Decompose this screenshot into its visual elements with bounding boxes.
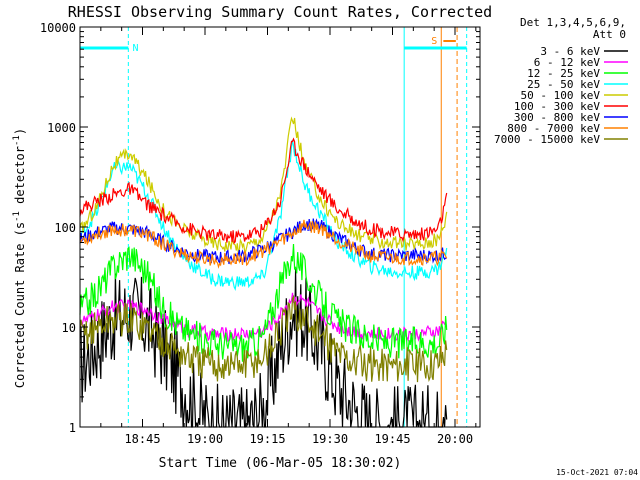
series-line (79, 137, 448, 245)
series-line (79, 294, 448, 383)
y-tick-label: 10 (62, 321, 76, 335)
legend-label: 6 - 12 keV (534, 56, 601, 69)
legend-label: 100 - 300 keV (514, 100, 600, 113)
y-tick-label: 10000 (40, 21, 76, 35)
series-lines (79, 116, 448, 429)
y-axis-label-mid: detector (13, 146, 27, 211)
x-tick-label: 19:45 (374, 432, 410, 446)
legend-label: 300 - 800 keV (514, 111, 600, 124)
x-tick-label: 18:45 (124, 432, 160, 446)
legend-label: 25 - 50 keV (527, 78, 600, 91)
y-tick-label: 100 (54, 221, 76, 235)
flag-label: N (133, 43, 139, 54)
legend-label: 3 - 6 keV (540, 45, 600, 58)
series-line (79, 116, 448, 253)
x-tick-label: 19:00 (187, 432, 223, 446)
legend-label: 12 - 25 keV (527, 67, 600, 80)
y-axis-label-end: ) (13, 128, 27, 135)
chart-title: RHESSI Observing Summary Count Rates, Co… (68, 3, 492, 21)
y-axis-label: Corrected Count Rate (s-1 detector-1) (12, 128, 27, 388)
x-tick-label: 20:00 (437, 432, 473, 446)
legend-header-line2: Att 0 (593, 28, 626, 41)
y-axis-label-main: Corrected Count Rate (s (13, 222, 27, 388)
y-axis-label-exp2: -1 (12, 135, 22, 146)
legend-label: 50 - 100 keV (521, 89, 601, 102)
series-line (79, 219, 448, 269)
timestamp: 15-Oct-2021 07:04 (556, 468, 638, 477)
flag-label: S (431, 36, 437, 47)
y-axis-label-exp1: -1 (12, 211, 22, 222)
legend-label: 800 - 7000 keV (507, 122, 600, 135)
legend-label: 7000 - 15000 keV (494, 133, 600, 146)
x-axis-label: Start Time (06-Mar-05 18:30:02) (159, 456, 402, 471)
y-tick-label: 1 (69, 421, 76, 435)
axis-ticks: 18:45 19:00 19:15 19:30 19:45 20:00 1 10 100 1000… (40, 21, 480, 446)
x-tick-label: 19:30 (312, 432, 348, 446)
legend-header-line1: Det 1,3,4,5,6,9, (520, 16, 626, 29)
series-line (79, 243, 448, 362)
series-line (79, 139, 448, 292)
x-tick-label: 19:15 (249, 432, 285, 446)
y-tick-label: 1000 (47, 121, 76, 135)
